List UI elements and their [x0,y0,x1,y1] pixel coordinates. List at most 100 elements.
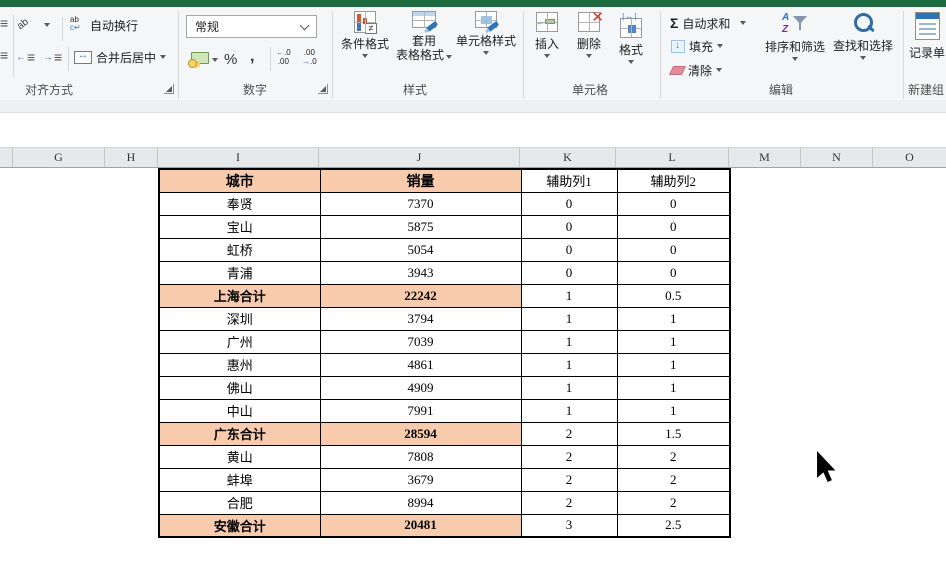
comma-style-button[interactable]: , [250,45,254,69]
table-cell[interactable]: 佛山 [158,375,321,400]
table-cell[interactable]: 22242 [319,283,522,308]
autosum-button[interactable]: 自动求和 [670,13,747,33]
increase-decimal-button[interactable]: .0 .00 [276,48,291,66]
column-title-cell[interactable]: 城市 [158,168,321,193]
table-cell[interactable]: 2 [520,467,618,492]
accounting-format-button[interactable] [188,49,218,71]
table-cell[interactable]: 1 [520,375,618,400]
table-cell[interactable]: 2 [520,490,618,515]
column-header[interactable] [0,148,13,167]
column-title-cell[interactable]: 辅助列2 [616,168,731,193]
table-cell[interactable]: 虹桥 [158,237,321,262]
number-dialog-launcher[interactable] [318,84,328,94]
decrease-indent-button[interactable] [16,45,35,69]
table-cell[interactable]: 0 [520,237,618,262]
table-cell[interactable]: 1 [616,375,731,400]
merge-center-button[interactable]: 合并后居中 [74,45,167,69]
table-cell[interactable]: 蚌埠 [158,467,321,492]
table-cell[interactable]: 7370 [319,191,522,216]
column-header[interactable]: O [905,150,914,164]
table-cell[interactable]: 中山 [158,398,321,423]
table-cell[interactable]: 3 [520,513,618,538]
table-cell[interactable]: 合肥 [158,490,321,515]
table-cell[interactable]: 5054 [319,237,522,262]
table-cell[interactable]: 7039 [319,329,522,354]
table-cell[interactable]: 0 [616,260,731,285]
table-cell[interactable]: 3794 [319,306,522,331]
table-cell[interactable]: 5875 [319,214,522,239]
delete-cells-button[interactable]: 删除 [569,12,609,58]
table-cell[interactable]: 1 [520,398,618,423]
wrap-text-button[interactable]: 自动换行 [70,13,138,37]
insert-cells-button[interactable]: 插入 [527,12,567,58]
column-header[interactable]: K [520,148,616,167]
table-cell[interactable]: 2 [616,490,731,515]
column-header[interactable]: M [729,148,801,167]
table-cell[interactable]: 2.5 [616,513,731,538]
table-cell[interactable]: 广州 [158,329,321,354]
increase-indent-button[interactable] [43,45,62,69]
column-header[interactable]: N [801,148,873,167]
column-header[interactable]: I [158,148,319,167]
table-cell[interactable]: 0 [616,191,731,216]
table-cell[interactable]: 3679 [319,467,522,492]
table-cell[interactable]: 2 [616,467,731,492]
table-cell[interactable]: 1 [520,352,618,377]
table-cell[interactable]: 7808 [319,444,522,469]
column-header[interactable]: J [319,148,520,167]
table-cell[interactable]: 1 [520,283,618,308]
table-cell[interactable]: 1 [616,352,731,377]
table-cell[interactable]: 0 [616,214,731,239]
column-header[interactable]: G [13,148,105,167]
worksheet[interactable]: 城市 销量 辅助列1 辅助列2 奉贤 7370 0 0 宝山 5875 0 0 虹桥 5054 0 0 青浦 39… [0,168,946,583]
align-left-icon[interactable] [0,15,8,31]
table-cell[interactable]: 1 [520,306,618,331]
format-cells-button[interactable]: 格式 [611,12,651,64]
align-bottom-icon[interactable] [0,47,8,63]
table-cell[interactable]: 0 [520,214,618,239]
table-cell[interactable]: 0 [520,191,618,216]
orientation-button[interactable] [20,13,50,37]
table-cell[interactable]: 上海合计 [158,283,321,308]
table-cell[interactable]: 4909 [319,375,522,400]
table-cell[interactable]: 3943 [319,260,522,285]
table-cell[interactable]: 广东合计 [158,421,321,446]
table-cell[interactable]: 惠州 [158,352,321,377]
table-cell[interactable]: 1 [616,398,731,423]
column-title-cell[interactable]: 销量 [319,168,522,193]
table-cell[interactable]: 黄山 [158,444,321,469]
table-cell[interactable]: 宝山 [158,214,321,239]
table-cell[interactable]: 1.5 [616,421,731,446]
number-format-dropdown[interactable]: 常规 [186,15,317,38]
table-cell[interactable]: 0.5 [616,283,731,308]
sort-filter-button[interactable]: 排序和筛选 [762,11,828,61]
table-cell[interactable]: 28594 [319,421,522,446]
column-header[interactable]: L [616,148,729,167]
table-cell[interactable]: 2 [616,444,731,469]
decrease-decimal-button[interactable]: .00 .0 [302,48,317,66]
table-cell[interactable]: 0 [616,237,731,262]
table-cell[interactable]: 20481 [319,513,522,538]
table-cell[interactable]: 1 [616,329,731,354]
table-cell[interactable]: 奉贤 [158,191,321,216]
cell-styles-button[interactable]: 单元格样式 [452,11,520,55]
table-cell[interactable]: 8994 [319,490,522,515]
table-cell[interactable]: 安徽合计 [158,513,321,538]
table-cell[interactable]: 2 [520,444,618,469]
column-title-cell[interactable]: 辅助列1 [520,168,618,193]
conditional-formatting-button[interactable]: 条件格式 [336,11,394,58]
table-cell[interactable]: 1 [616,306,731,331]
percent-style-button[interactable]: % [224,47,237,71]
table-cell[interactable]: 2 [520,421,618,446]
table-cell[interactable]: 7991 [319,398,522,423]
table-cell[interactable]: 深圳 [158,306,321,331]
table-cell[interactable]: 1 [520,329,618,354]
clear-button[interactable]: 清除 [668,60,723,80]
find-select-button[interactable]: 查找和选择 [830,11,896,60]
table-cell[interactable]: 青浦 [158,260,321,285]
table-cell[interactable]: 0 [520,260,618,285]
fill-button[interactable]: 填充 [671,36,724,56]
alignment-dialog-launcher[interactable] [164,84,174,94]
format-as-table-button[interactable]: 套用 表格格式 [396,11,453,62]
table-cell[interactable]: 4861 [319,352,522,377]
